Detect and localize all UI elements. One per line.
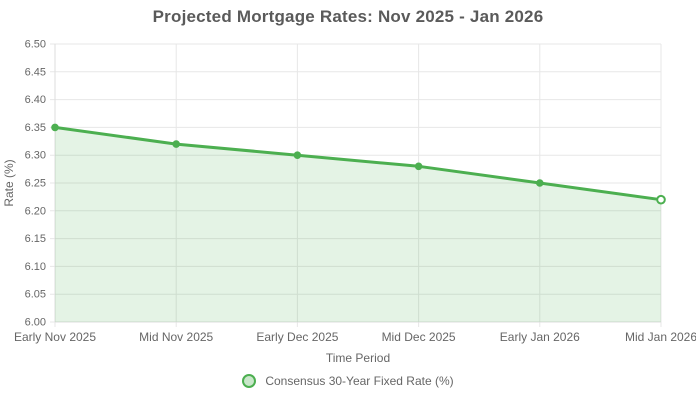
series-area-fill [55, 127, 661, 323]
data-point[interactable] [293, 151, 302, 159]
x-tick-labels: Early Nov 2025 Mid Nov 2025 Early Dec 2025… [14, 330, 696, 344]
legend-item-consensus-rate[interactable]: Consensus 30-Year Fixed Rate (%) [242, 374, 454, 388]
y-tick-labels: 6.00 6.05 6.10 6.15 6.20 6.25 6.30 6.35 6.40 6.45… [25, 39, 46, 329]
y-tick-label: 6.15 [25, 233, 46, 245]
y-tick-label: 6.00 [25, 317, 46, 329]
chart-legend: Consensus 30-Year Fixed Rate (%) [0, 374, 696, 388]
data-points [51, 123, 666, 205]
y-tick-label: 6.25 [25, 178, 46, 190]
y-tick-label: 6.10 [25, 261, 46, 273]
x-tick-label: Mid Dec 2025 [382, 330, 456, 344]
legend-circle-marker [242, 374, 257, 388]
axis-borders [54, 44, 661, 323]
y-tick-label: 6.35 [25, 122, 46, 134]
data-point[interactable] [656, 194, 666, 205]
chart-title: Projected Mortgage Rates: Nov 2025 - Jan… [152, 7, 544, 26]
y-tick-label: 6.20 [25, 205, 46, 217]
series-line [53, 125, 663, 202]
y-tick-label: 6.05 [25, 289, 46, 301]
legend-label: Consensus 30-Year Fixed Rate (%) [265, 374, 454, 388]
x-tick-label: Early Jan 2026 [500, 330, 580, 344]
x-tick-label: Mid Nov 2025 [139, 330, 213, 344]
data-point[interactable] [172, 140, 180, 148]
x-tick-label: Early Nov 2025 [14, 330, 96, 344]
y-tick-label: 6.30 [25, 150, 46, 162]
y-tick-label: 6.50 [25, 39, 46, 51]
y-tick-label: 6.45 [25, 66, 46, 78]
x-axis-title: Time Period [326, 351, 390, 365]
data-point[interactable] [51, 123, 59, 132]
data-point[interactable] [536, 179, 544, 187]
y-axis-title: Rate (%) [2, 159, 16, 206]
x-tick-label: Mid Jan 2026 [625, 330, 696, 344]
x-tick-label: Early Dec 2025 [256, 330, 338, 344]
y-tick-label: 6.40 [25, 94, 46, 106]
data-point[interactable] [414, 162, 423, 171]
